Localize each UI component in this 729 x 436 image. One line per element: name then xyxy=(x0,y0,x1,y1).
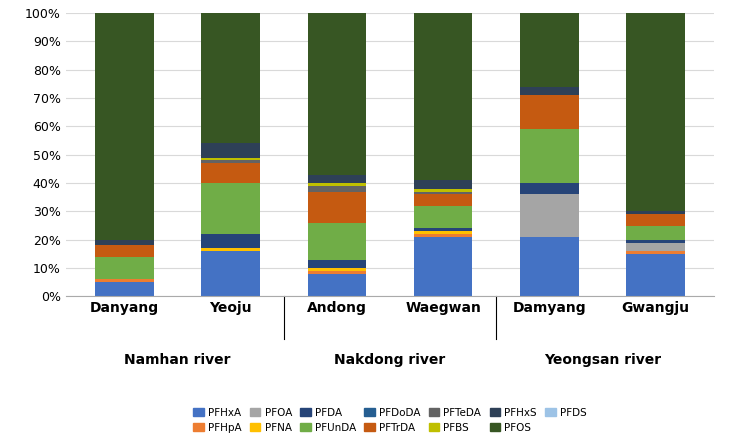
Bar xyxy=(626,215,685,226)
Bar xyxy=(201,248,260,251)
Bar xyxy=(308,223,366,259)
Bar xyxy=(414,189,472,192)
Bar xyxy=(521,183,579,194)
Bar xyxy=(626,254,685,296)
Bar xyxy=(521,95,579,129)
Bar xyxy=(626,242,685,251)
Bar xyxy=(521,129,579,183)
Bar xyxy=(626,226,685,240)
Bar xyxy=(626,211,685,215)
Bar xyxy=(95,279,154,283)
Bar xyxy=(414,192,472,194)
Bar xyxy=(521,13,579,87)
Bar xyxy=(414,234,472,237)
Text: Nakdong river: Nakdong river xyxy=(335,353,445,367)
Bar xyxy=(308,271,366,274)
Bar xyxy=(414,206,472,228)
Bar xyxy=(201,160,260,164)
Bar xyxy=(626,240,685,242)
Bar xyxy=(308,186,366,192)
Bar xyxy=(201,183,260,234)
Bar xyxy=(308,259,366,268)
Bar xyxy=(308,192,366,223)
Bar xyxy=(95,257,154,279)
Text: Yeongsan river: Yeongsan river xyxy=(544,353,661,367)
Bar xyxy=(201,234,260,248)
Bar xyxy=(626,251,685,254)
Bar xyxy=(201,143,260,158)
Bar xyxy=(414,231,472,234)
Bar xyxy=(308,175,366,183)
Text: Namhan river: Namhan river xyxy=(124,353,230,367)
Bar xyxy=(308,274,366,296)
Bar xyxy=(201,164,260,183)
Bar xyxy=(414,228,472,231)
Bar xyxy=(626,13,685,211)
Bar xyxy=(95,245,154,257)
Bar xyxy=(95,283,154,296)
Bar xyxy=(95,13,154,240)
Bar xyxy=(414,13,472,181)
Bar xyxy=(308,268,366,271)
Bar xyxy=(308,183,366,186)
Bar xyxy=(201,13,260,143)
Bar xyxy=(201,158,260,160)
Bar xyxy=(201,251,260,296)
Bar xyxy=(414,181,472,189)
Legend: PFHxA, PFHpA, PFOA, PFNA, PFDA, PFUnDA, PFDoDA, PFTrDA, PFTeDA, PFBS, PFHxS, PFO: PFHxA, PFHpA, PFOA, PFNA, PFDA, PFUnDA, … xyxy=(190,404,590,436)
Bar xyxy=(521,87,579,95)
Bar xyxy=(95,240,154,245)
Bar xyxy=(521,237,579,296)
Bar xyxy=(414,194,472,206)
Bar xyxy=(414,237,472,296)
Bar xyxy=(308,13,366,175)
Bar xyxy=(521,194,579,237)
